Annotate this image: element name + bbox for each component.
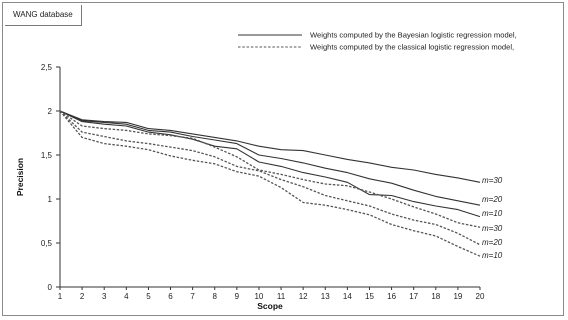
x-tick-label: 18 xyxy=(431,292,440,301)
database-label: WANG database xyxy=(5,5,82,26)
legend-label-classical: Weights computed by the classical logist… xyxy=(310,43,514,52)
bayesian-series-m10-line xyxy=(59,110,481,218)
bayesian-series-m30-line xyxy=(59,110,481,183)
x-tick-label: 2 xyxy=(80,292,85,301)
x-tick-label: 11 xyxy=(277,292,286,301)
series-end-labels: m=30 m=20 m=10 m=30 m=20 m=10 xyxy=(482,176,503,260)
series-layer xyxy=(59,110,481,257)
x-tick-label: 12 xyxy=(299,292,308,301)
x-tick-label: 20 xyxy=(476,292,485,301)
classical-series-m10-line xyxy=(59,110,481,257)
y-tick-label: 0,5 xyxy=(41,239,53,248)
x-tick-label: 9 xyxy=(235,292,240,301)
x-tick-label: 17 xyxy=(409,292,418,301)
legend-label-bayesian: Weights computed by the Bayesian logisti… xyxy=(310,31,517,40)
series-end-label: m=30 xyxy=(482,224,503,233)
y-tick-label: 2,5 xyxy=(41,63,53,72)
x-axis-ticks: 1 2 3 4 5 6 7 8 9 10 11 12 13 14 15 16 17 18 19 20 xyxy=(58,287,485,301)
series-end-label: m=30 xyxy=(482,176,503,185)
x-tick-label: 13 xyxy=(321,292,330,301)
series-end-label: m=10 xyxy=(482,209,503,218)
x-tick-label: 10 xyxy=(254,292,263,301)
x-tick-label: 3 xyxy=(102,292,107,301)
x-axis-title: Scope xyxy=(257,301,283,311)
x-tick-label: 4 xyxy=(124,292,129,301)
x-tick-label: 14 xyxy=(343,292,352,301)
y-tick-label: 2 xyxy=(48,107,53,116)
y-tick-label: 0 xyxy=(48,283,53,292)
y-axis-title: Precision xyxy=(15,158,25,196)
series-end-label: m=10 xyxy=(482,251,503,260)
x-tick-label: 6 xyxy=(168,292,173,301)
series-end-label: m=20 xyxy=(482,238,503,247)
x-tick-label: 19 xyxy=(453,292,462,301)
series-end-label: m=20 xyxy=(482,195,503,204)
x-tick-label: 5 xyxy=(146,292,151,301)
y-tick-label: 1,5 xyxy=(41,151,53,160)
x-tick-label: 15 xyxy=(365,292,374,301)
bayesian-series-m20-line xyxy=(59,110,481,206)
y-tick-label: 1 xyxy=(48,195,53,204)
classical-series-m20-line xyxy=(59,110,481,246)
x-tick-label: 7 xyxy=(190,292,195,301)
legend: Weights computed by the Bayesian logisti… xyxy=(238,31,517,52)
y-axis-ticks: 0 0,5 1 1,5 2 2,5 xyxy=(41,63,60,292)
x-tick-label: 16 xyxy=(387,292,396,301)
x-tick-label: 1 xyxy=(58,292,63,301)
classical-series-m30-line xyxy=(59,110,481,228)
x-tick-label: 8 xyxy=(213,292,218,301)
